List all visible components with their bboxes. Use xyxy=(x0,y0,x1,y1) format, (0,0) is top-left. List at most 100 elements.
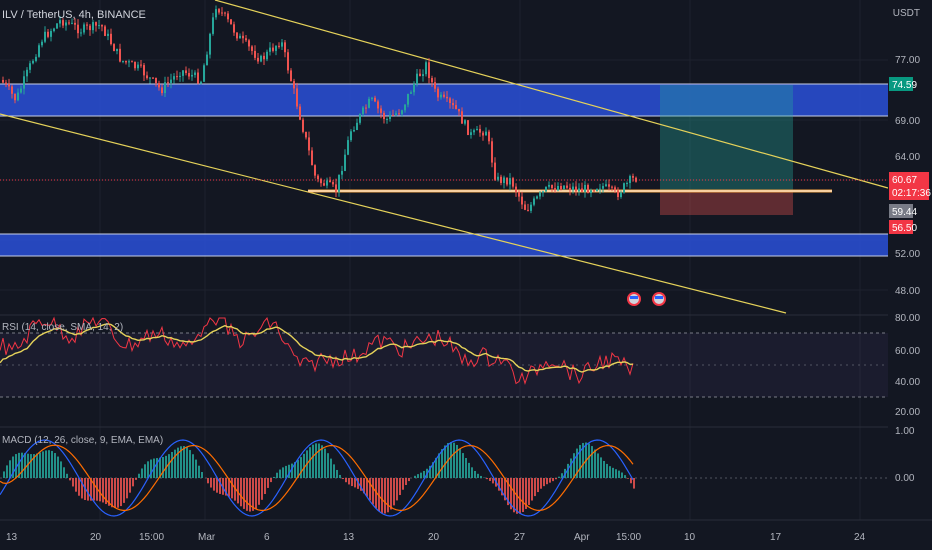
candle-body xyxy=(596,188,598,191)
macd-line[interactable] xyxy=(0,439,634,517)
macd-histogram-bar xyxy=(465,458,467,478)
macd-histogram-bar xyxy=(507,478,509,506)
candle-body xyxy=(614,187,616,191)
macd-histogram-bar xyxy=(81,478,83,499)
time-tick: Mar xyxy=(198,532,216,543)
macd-histogram-bar xyxy=(489,478,491,481)
macd-histogram-bar xyxy=(174,449,176,478)
candle-body xyxy=(68,22,70,24)
candlestick-series[interactable] xyxy=(2,5,637,214)
macd-histogram-bar xyxy=(264,478,266,495)
event-marker-2[interactable] xyxy=(652,292,666,306)
candle-body xyxy=(182,70,184,76)
macd-histogram-bar xyxy=(321,445,323,478)
rsi-ma-line[interactable] xyxy=(0,323,634,373)
time-tick: 13 xyxy=(343,532,355,543)
macd-histogram-bar xyxy=(525,478,527,509)
candle-body xyxy=(626,182,628,184)
candle-body xyxy=(566,185,568,188)
rsi-tick: 60.00 xyxy=(895,346,920,357)
macd-histogram-bar xyxy=(546,478,548,485)
candle-body xyxy=(545,186,547,192)
macd-histogram-bar xyxy=(549,478,551,483)
candle-body xyxy=(593,190,595,192)
long-position-stop[interactable] xyxy=(660,191,793,215)
currency-label[interactable]: USDT xyxy=(892,8,920,19)
macd-histogram-bar xyxy=(135,478,137,480)
macd-histogram-bar xyxy=(582,442,584,478)
macd-histogram-bar xyxy=(591,446,593,478)
price-tick: 48.00 xyxy=(895,286,920,297)
upper-trendline[interactable] xyxy=(214,0,889,189)
macd-histogram-bar xyxy=(129,478,131,493)
candle-body xyxy=(413,83,415,93)
candle-body xyxy=(272,47,274,51)
candle-body xyxy=(134,61,136,69)
candle-body xyxy=(455,105,457,109)
macd-histogram-bar xyxy=(480,475,482,478)
candle-body xyxy=(440,94,442,98)
macd-histogram-bar xyxy=(456,444,458,478)
candle-body xyxy=(539,192,541,197)
candle-body xyxy=(278,45,280,47)
candle-body xyxy=(461,111,463,124)
macd-histogram-bar xyxy=(396,478,398,501)
macd-histogram-bar xyxy=(384,478,386,514)
candle-body xyxy=(173,76,175,80)
target-price-tag-bg xyxy=(889,77,913,91)
macd-histogram-bar xyxy=(450,442,452,478)
macd-histogram-bar xyxy=(402,478,404,490)
macd-histogram-bar xyxy=(246,478,248,511)
rsi-indicator-label[interactable]: RSI (14, close, SMA, 14, 2) xyxy=(2,322,124,333)
macd-histogram-bar xyxy=(231,478,233,499)
resistance-zone[interactable] xyxy=(0,84,888,116)
macd-histogram-bar xyxy=(90,478,92,501)
event-marker-1[interactable] xyxy=(627,292,641,306)
candle-body xyxy=(257,57,259,62)
macd-histogram-bar xyxy=(42,451,44,478)
candle-body xyxy=(611,186,613,188)
candle-body xyxy=(515,186,517,193)
support-zone[interactable] xyxy=(0,234,888,256)
macd-signal-line[interactable] xyxy=(0,444,634,512)
macd-histogram-bar xyxy=(144,464,146,478)
candle-body xyxy=(563,185,565,190)
macd-histogram-bar xyxy=(39,452,41,478)
macd-histogram-bar xyxy=(606,463,608,478)
candle-body xyxy=(509,178,511,185)
candle-body xyxy=(41,41,43,46)
candle-body xyxy=(500,176,502,183)
candle-body xyxy=(371,97,373,99)
macd-indicator-label[interactable]: MACD (12, 26, close, 9, EMA, EMA) xyxy=(2,435,164,446)
macd-histogram-bar xyxy=(375,478,377,509)
candle-body xyxy=(149,77,151,79)
candle-body xyxy=(137,64,139,69)
macd-histogram-bar xyxy=(15,454,17,478)
candle-body xyxy=(146,75,148,79)
macd-histogram-bar xyxy=(210,478,212,488)
macd-histogram-bar xyxy=(579,445,581,478)
candle-body xyxy=(584,184,586,192)
macd-histogram-bar xyxy=(366,478,368,497)
macd-histogram-bar xyxy=(567,463,569,478)
lower-trendline[interactable] xyxy=(0,113,787,314)
long-position-target[interactable] xyxy=(660,85,793,191)
macd-histogram-bar xyxy=(243,478,245,509)
rsi-line[interactable] xyxy=(0,316,634,385)
macd-histogram-bar xyxy=(597,453,599,478)
macd-histogram-bar xyxy=(93,478,95,501)
macd-histogram-bar xyxy=(468,462,470,478)
time-axis[interactable]: 13 20 15:00 Mar 6 13 20 27 Apr 15:00 10 … xyxy=(0,519,932,550)
candle-body xyxy=(170,79,172,83)
candle-body xyxy=(122,60,124,62)
candle-body xyxy=(23,76,25,89)
macd-histogram-bar xyxy=(126,478,128,499)
macd-histogram-bar xyxy=(102,478,104,503)
candle-body xyxy=(362,107,364,114)
candle-body xyxy=(2,80,4,83)
symbol-title[interactable]: ILV / TetherUS, 4h, BINANCE xyxy=(2,9,146,21)
candle-body xyxy=(434,82,436,89)
macd-histogram-bar xyxy=(237,478,239,504)
macd-histogram-bar xyxy=(612,467,614,478)
